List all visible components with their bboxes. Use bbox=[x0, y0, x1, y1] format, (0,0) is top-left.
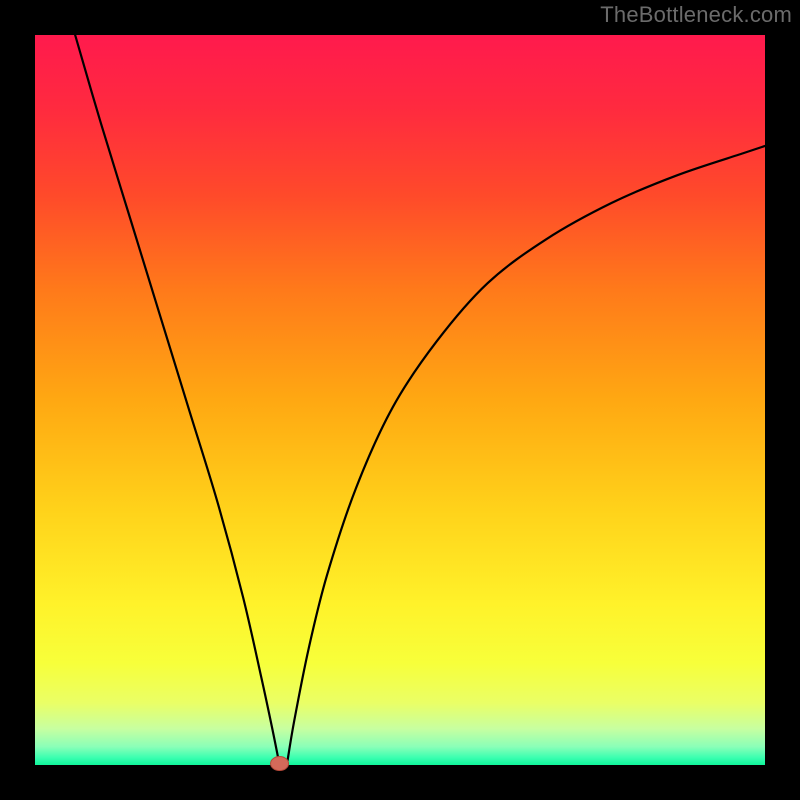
watermark-text: TheBottleneck.com bbox=[600, 2, 792, 28]
bottleneck-chart bbox=[0, 0, 800, 800]
chart-container: TheBottleneck.com bbox=[0, 0, 800, 800]
plot-area bbox=[35, 35, 765, 765]
minimum-marker bbox=[271, 757, 289, 771]
